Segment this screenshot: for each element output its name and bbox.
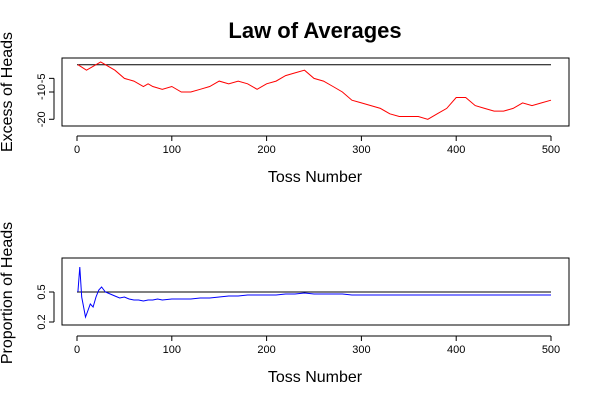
x-tick-label: 200	[257, 344, 275, 356]
y-tick-label: 0.2	[36, 314, 48, 329]
x-tick-label: 0	[74, 344, 80, 356]
plot-frame	[61, 57, 570, 127]
chart-title: Law of Averages	[228, 18, 401, 43]
series-line	[77, 266, 551, 319]
x-tick-label: 500	[542, 144, 560, 156]
y-axis: -20 -10-5	[36, 73, 55, 127]
series-line	[77, 61, 552, 120]
y-tick-label: -20	[36, 111, 48, 127]
y-tick-label: -5	[36, 73, 48, 83]
x-axis-label: Toss Number	[268, 169, 363, 186]
y-axis-label: Excess of Heads	[0, 32, 16, 152]
y-axis: 0.2 0.5	[36, 284, 55, 330]
x-axis: 0 100 200 300 400 500	[74, 135, 560, 156]
plot-frame	[61, 257, 570, 326]
x-tick-label: 0	[74, 144, 80, 156]
x-tick-label: 300	[352, 344, 370, 356]
x-tick-label: 400	[447, 344, 465, 356]
panel-proportion: 0 100 200 300 400 500 0.2 0.5 Toss Number Propo…	[0, 222, 570, 386]
x-tick-label: 200	[257, 144, 275, 156]
x-axis-label: Toss Number	[268, 369, 363, 386]
y-tick-label: 0.5	[36, 284, 48, 299]
x-tick-label: 400	[447, 144, 465, 156]
x-axis: 0 100 200 300 400 500	[74, 335, 560, 356]
y-axis-label: Proportion of Heads	[0, 222, 16, 364]
x-tick-label: 100	[163, 344, 181, 356]
panel-excess: 0 100 200 300 400 500 -20 -10-5 Toss Number Exc…	[0, 32, 570, 186]
x-tick-label: 500	[542, 344, 560, 356]
y-tick-label: -10	[36, 84, 48, 100]
x-tick-label: 300	[352, 144, 370, 156]
x-tick-label: 100	[163, 144, 181, 156]
marks: 0 100 200 300 400 500 0.2 0.5	[36, 266, 560, 356]
marks: 0 100 200 300 400 500 -20 -10-5	[36, 61, 560, 156]
